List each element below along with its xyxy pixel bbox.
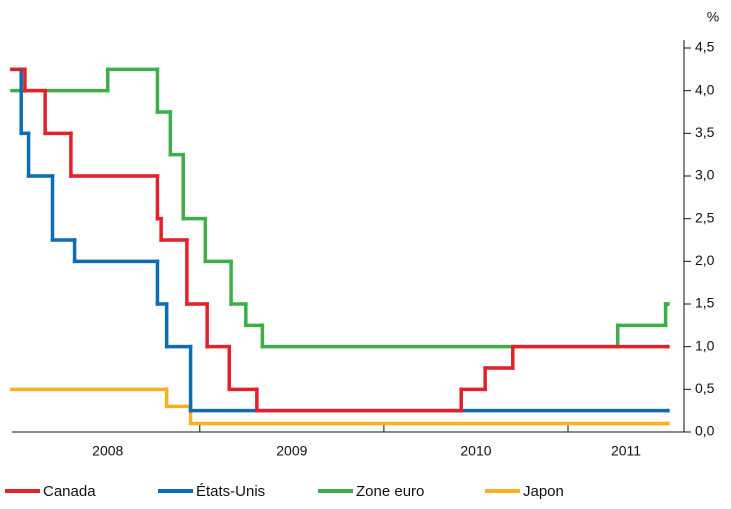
legend-label: Japon: [523, 483, 564, 500]
x-tick-label: 2009: [276, 443, 307, 459]
legend-label: Canada: [43, 483, 96, 500]
x-tick-label: 2008: [92, 443, 123, 459]
y-tick-label: 1,0: [695, 337, 715, 353]
series-line: [10, 67, 670, 413]
x-tick-label: 2011: [611, 443, 641, 459]
y-tick-label: 4,5: [695, 39, 715, 55]
y-tick-label: 3,0: [695, 167, 715, 183]
series-line: [10, 67, 670, 413]
x-tick-label: 2010: [460, 443, 491, 459]
y-tick-label: 4,0: [695, 81, 715, 97]
y-tick-label: 0,0: [695, 423, 715, 439]
series-line: [10, 67, 670, 349]
y-tick-label: 1,5: [695, 295, 715, 311]
series-line: [10, 387, 670, 426]
y-unit-label: %: [707, 9, 719, 25]
legend-label: Zone euro: [356, 483, 424, 500]
y-tick-label: 2,0: [695, 252, 715, 268]
y-tick-label: 2,5: [695, 209, 715, 225]
y-tick-label: 0,5: [695, 380, 715, 396]
y-tick-label: 3,5: [695, 124, 715, 140]
legend-label: États-Unis: [196, 483, 265, 500]
